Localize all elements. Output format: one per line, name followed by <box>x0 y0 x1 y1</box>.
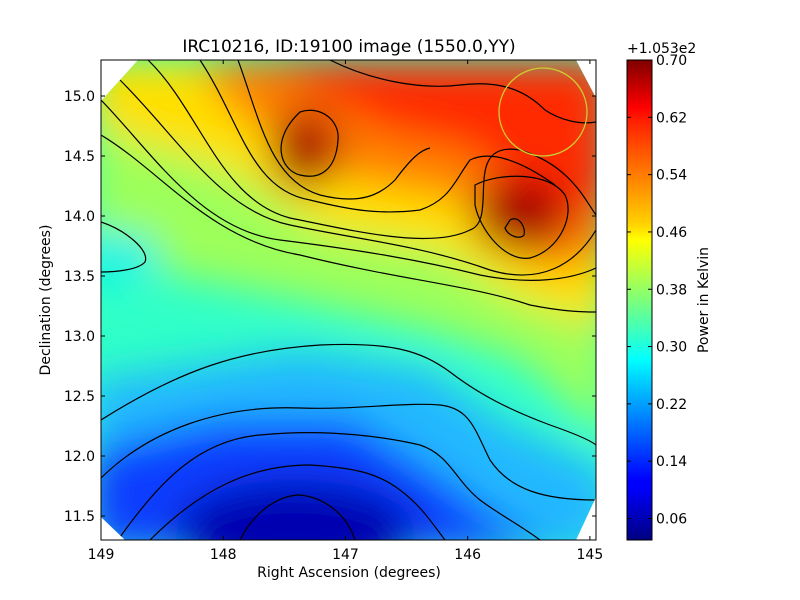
contour-line <box>474 175 569 259</box>
y-tick-label: 14.0 <box>64 209 95 225</box>
heatmap-peak-west <box>271 110 339 190</box>
y-tick-label: 14.5 <box>64 149 95 165</box>
colorbar-tick-label: 0.30 <box>656 340 687 356</box>
colorbar: +1.053e2 0.70 0.62 0.54 0.46 0.38 0.30 0.22 0.1… <box>626 41 712 541</box>
y-tick-label: 11.5 <box>64 509 95 525</box>
x-tick-label: 147 <box>332 547 359 563</box>
colorbar-tick-label: 0.14 <box>656 454 687 470</box>
colorbar-ticks: 0.70 0.62 0.54 0.46 0.38 0.30 0.22 0.14 0.06 <box>627 53 687 528</box>
contour-line <box>280 109 339 177</box>
y-tick-label: 12.0 <box>64 449 95 465</box>
contour-line <box>329 60 596 124</box>
colorbar-tick-label: 0.06 <box>656 512 687 528</box>
plot-area: 149 148 147 146 145 11.5 12.0 12.5 13.0 13.5 14.0… <box>64 59 604 563</box>
contour-line <box>101 134 596 313</box>
colorbar-tick-label: 0.38 <box>656 282 687 298</box>
contour-line <box>101 221 147 273</box>
contour-line <box>199 60 556 213</box>
colorbar-gradient <box>626 59 653 541</box>
contour-line <box>149 464 446 540</box>
contour-line <box>101 403 596 501</box>
contour-line <box>147 60 596 240</box>
heatmap <box>101 60 596 540</box>
colorbar-offset-text: +1.053e2 <box>627 41 696 57</box>
colorbar-tick-label: 0.22 <box>656 397 687 413</box>
y-tick-label: 13.5 <box>64 269 95 285</box>
contour-line <box>504 218 525 238</box>
colorbar-tick-label: 0.70 <box>656 53 687 69</box>
contour-line <box>101 343 596 446</box>
x-tick-label: 148 <box>210 547 237 563</box>
contour-line <box>119 79 596 276</box>
colorbar-tick-label: 0.54 <box>656 168 687 184</box>
contour-line <box>117 432 541 540</box>
x-tick-label: 145 <box>577 547 604 563</box>
contour-line <box>239 494 356 540</box>
x-axis-label: Right Ascension (degrees) <box>257 565 441 581</box>
y-axis-label: Declination (degrees) <box>38 225 54 376</box>
y-axis: 11.5 12.0 12.5 13.0 13.5 14.0 14.5 15.0 <box>64 89 596 525</box>
plot-frame <box>100 59 597 541</box>
colorbar-tick-label: 0.46 <box>656 225 687 241</box>
y-tick-label: 12.5 <box>64 389 95 405</box>
x-tick-label: 146 <box>454 547 481 563</box>
heatmap-peak-east <box>472 177 568 253</box>
colorbar-tick-label: 0.62 <box>656 110 687 126</box>
x-axis: 149 148 147 146 145 <box>88 60 604 563</box>
contour-line <box>101 99 596 281</box>
y-tick-label: 15.0 <box>64 89 95 105</box>
beam-circle <box>498 67 588 157</box>
chart-title: IRC10216, ID:19100 image (1550.0,YY) <box>182 37 515 57</box>
contour-line <box>237 60 431 200</box>
y-tick-label: 13.0 <box>64 329 95 345</box>
x-tick-label: 149 <box>88 547 115 563</box>
contour-lines <box>101 60 596 540</box>
heatmap-low-core <box>175 480 415 540</box>
colorbar-label: Power in Kelvin <box>696 247 712 353</box>
